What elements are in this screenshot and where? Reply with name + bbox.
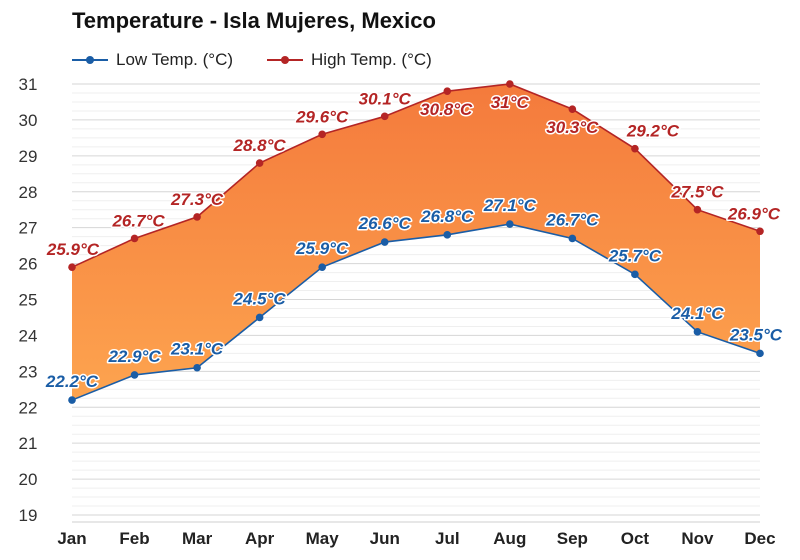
data-label-low: 24.5°C	[233, 289, 287, 308]
data-label-high: 26.7°C	[111, 211, 165, 230]
data-label-low: 26.7°C	[545, 210, 599, 229]
data-label-low: 26.6°C	[358, 214, 412, 233]
data-labels: 25.9°C 26.7°C 27.3°C 28.8°C 29.6°C 30.1°C 30.8…	[43, 88, 784, 393]
x-tick-label: Feb	[119, 529, 149, 548]
data-point-low	[631, 270, 639, 279]
y-tick-label: 28	[19, 183, 38, 202]
data-label-low: 22.9°C	[107, 347, 161, 366]
data-label-high: 25.9°C	[46, 240, 100, 259]
data-label-low: 27.1°C	[483, 196, 537, 215]
data-point-low	[318, 263, 326, 271]
data-label-high: 26.9°C	[727, 204, 781, 223]
x-tick-label: Apr	[245, 529, 275, 548]
data-label-high: 28.8°C	[233, 136, 287, 155]
y-tick-label: 27	[19, 219, 38, 238]
data-label-low: 25.7°C	[608, 246, 662, 265]
data-label-high: 30.8°C	[420, 100, 473, 119]
data-point-high	[506, 80, 514, 88]
data-point-low	[380, 238, 389, 246]
legend-item-high[interactable]: High Temp. (°C)	[267, 50, 432, 70]
data-label-high: 30.3°C	[546, 118, 599, 137]
data-label-low: 26.8°C	[420, 207, 474, 226]
data-label-low: 25.9°C	[295, 239, 349, 258]
temperature-range-area	[72, 84, 760, 401]
series-line-high	[71, 83, 761, 268]
x-tick-label: Jan	[57, 529, 86, 548]
legend-item-low[interactable]: Low Temp. (°C)	[72, 50, 233, 70]
data-point-high	[693, 205, 702, 214]
legend-label-low: Low Temp. (°C)	[116, 50, 234, 69]
x-tick-label: May	[306, 529, 340, 548]
data-label-low: 23.5°C	[729, 325, 783, 344]
data-point-high	[193, 213, 201, 221]
x-tick-label: Aug	[493, 529, 526, 548]
data-label-high: 31°C	[491, 93, 530, 112]
axes: 19 20 21 22 23 24 25 26 27 28 29 30 31 Jan Feb Mar Apr Ma…	[19, 75, 776, 548]
data-point-low	[756, 349, 764, 358]
legend-dot-low	[86, 56, 94, 64]
x-tick-label: Oct	[621, 529, 650, 548]
data-label-high: 27.5°C	[670, 183, 724, 202]
data-point-low	[443, 231, 452, 239]
y-tick-label: 29	[19, 147, 38, 166]
data-point-low	[68, 396, 76, 404]
series-line-low	[71, 223, 761, 401]
x-tick-label: Nov	[681, 529, 714, 548]
legend-label-high: High Temp. (°C)	[311, 50, 432, 69]
data-point-high	[380, 112, 389, 121]
data-point-high	[568, 105, 577, 113]
y-tick-label: 31	[19, 75, 38, 94]
data-label-high: 29.6°C	[295, 107, 349, 126]
legend-dot-high	[281, 56, 290, 64]
data-label-high: 30.1°C	[359, 89, 412, 108]
y-tick-label: 21	[19, 434, 38, 453]
range-band	[72, 84, 760, 401]
y-tick-label: 24	[19, 326, 38, 345]
data-point-high	[68, 263, 76, 271]
x-tick-label: Dec	[744, 529, 775, 548]
y-tick-label: 22	[19, 398, 38, 417]
x-tick-label: Sep	[557, 529, 588, 548]
y-tick-label: 26	[19, 255, 38, 274]
data-point-high	[130, 234, 139, 243]
data-point-low	[193, 363, 201, 372]
chart-title: Temperature - Isla Mujeres, Mexico	[72, 8, 436, 33]
data-label-high: 27.3°C	[170, 190, 224, 209]
data-point-high	[255, 159, 264, 167]
y-tick-label: 19	[19, 506, 38, 525]
y-tick-label: 30	[19, 111, 38, 130]
data-point-high	[631, 144, 639, 153]
x-tick-label: Mar	[182, 529, 213, 548]
legend-marker-high	[267, 52, 304, 68]
data-label-low: 22.2°C	[45, 372, 99, 391]
x-tick-label: Jun	[370, 529, 400, 548]
data-label-high: 29.2°C	[626, 122, 680, 141]
legend-marker-low	[72, 52, 108, 68]
data-point-low	[255, 313, 264, 322]
data-point-high	[318, 130, 326, 139]
data-point-low	[506, 220, 514, 228]
data-point-low	[693, 328, 702, 336]
y-tick-label: 25	[19, 291, 38, 310]
y-tick-label: 20	[19, 470, 38, 489]
data-point-low	[568, 234, 577, 243]
chart-legend: Low Temp. (°C) High Temp. (°C)	[72, 48, 432, 72]
data-label-low: 23.1°C	[170, 340, 224, 359]
data-label-low: 24.1°C	[670, 304, 724, 323]
data-point-low	[130, 371, 139, 379]
series-lines	[68, 80, 764, 404]
data-point-high	[443, 87, 452, 95]
data-point-high	[756, 227, 764, 236]
y-tick-label: 23	[19, 362, 38, 381]
x-tick-label: Jul	[435, 529, 460, 548]
